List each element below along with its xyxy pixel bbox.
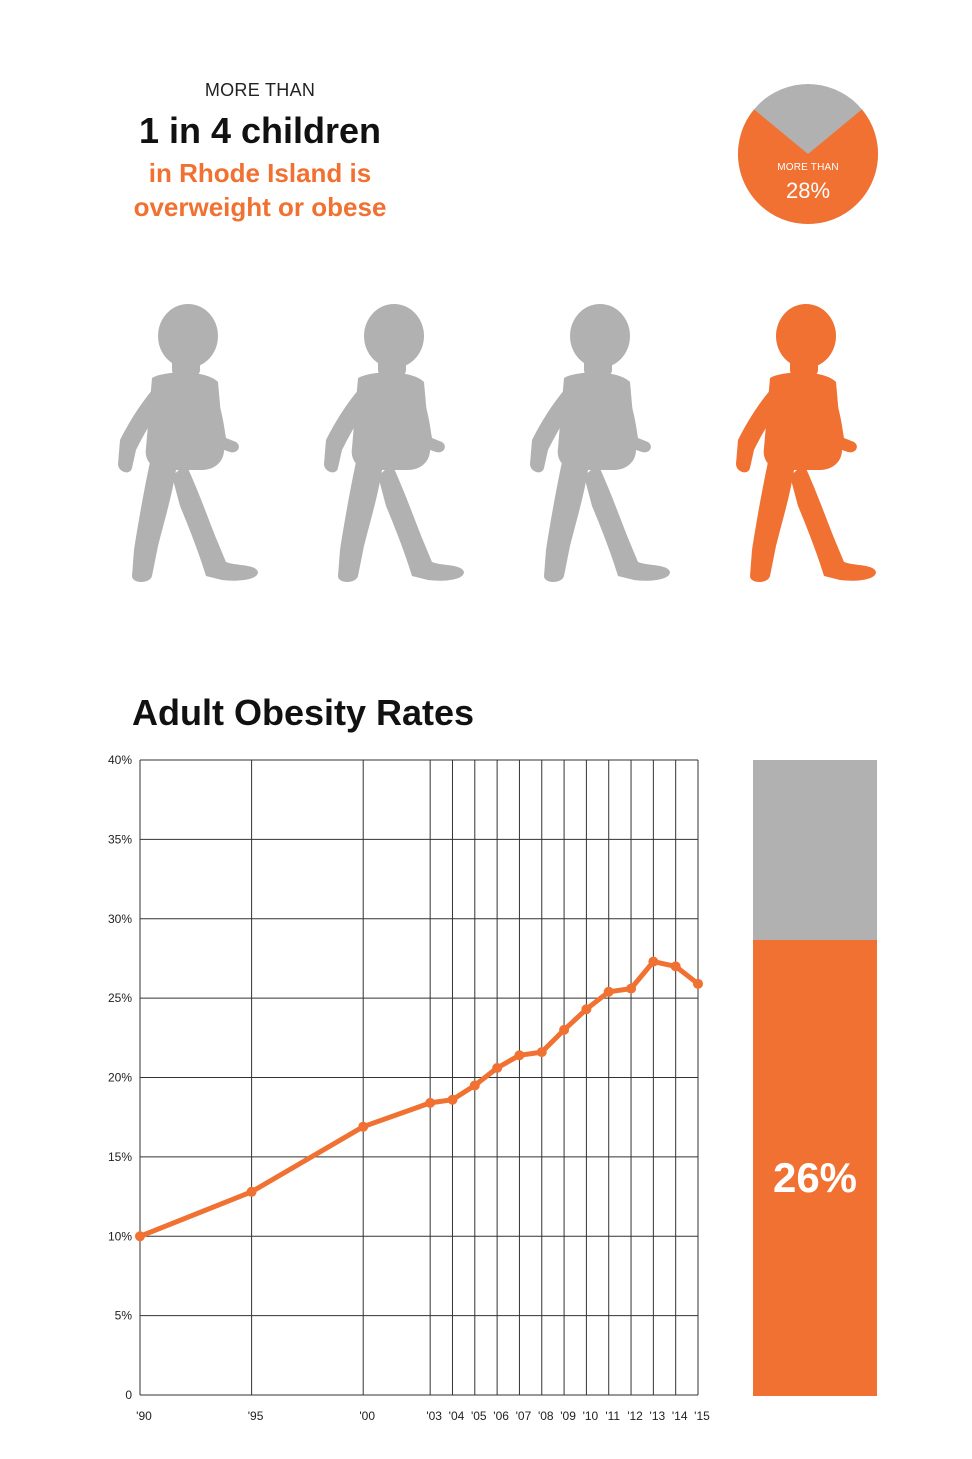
more-than-label: MORE THAN bbox=[204, 80, 316, 100]
series-line bbox=[139, 959, 700, 1239]
pie-chart: MORE THAN 28% bbox=[737, 83, 879, 225]
data-point bbox=[536, 1047, 547, 1058]
x-tick-label: '15 bbox=[694, 1409, 710, 1423]
data-point bbox=[492, 1062, 503, 1073]
x-tick-label: '04 bbox=[449, 1409, 465, 1423]
x-tick-label: '14 bbox=[672, 1409, 688, 1423]
data-point bbox=[693, 978, 703, 989]
data-point bbox=[469, 1080, 480, 1091]
y-tick-label: 35% bbox=[108, 832, 132, 846]
x-tick-label: '10 bbox=[583, 1409, 599, 1423]
x-tick-label: '06 bbox=[493, 1409, 509, 1423]
y-tick-label: 5% bbox=[115, 1309, 133, 1323]
y-tick-label: 20% bbox=[108, 1071, 132, 1085]
x-tick-label: '08 bbox=[538, 1409, 554, 1423]
line-chart: 0 5% 10% 15% 20% 25% 30% 35% 40% '90 '95 '00 '03 '04… bbox=[108, 753, 710, 1423]
data-point bbox=[135, 1231, 145, 1242]
subheadline: in Rhode Island is overweight or obese bbox=[100, 156, 420, 224]
y-tick-label: 0 bbox=[125, 1388, 132, 1402]
bar-remainder bbox=[753, 760, 877, 940]
x-axis-ticks: '90 '95 '00 '03 '04 '05 '06 '07 '08 '09 '10 '11 '12 '… bbox=[136, 1409, 710, 1423]
y-axis-ticks: 0 5% 10% 15% 20% 25% 30% 35% 40% bbox=[108, 753, 132, 1402]
data-point bbox=[581, 1004, 592, 1015]
y-tick-label: 40% bbox=[108, 753, 132, 767]
child-icon bbox=[118, 304, 258, 582]
pie-label-value: 28% bbox=[785, 178, 831, 203]
x-tick-label: '05 bbox=[471, 1409, 487, 1423]
child-icons-row bbox=[110, 300, 890, 600]
y-tick-label: 15% bbox=[108, 1150, 132, 1164]
headline: 1 in 4 children bbox=[138, 110, 382, 151]
horizontal-gridlines bbox=[140, 759, 698, 1396]
pie-slice-highlight bbox=[738, 109, 878, 224]
x-tick-label: '09 bbox=[560, 1409, 576, 1423]
bar-value-label: 26% bbox=[772, 1154, 858, 1201]
data-point bbox=[648, 956, 659, 967]
chart-title: Adult Obesity Rates bbox=[132, 692, 475, 733]
data-point bbox=[603, 986, 614, 997]
y-tick-label: 25% bbox=[108, 991, 132, 1005]
data-point bbox=[514, 1050, 525, 1061]
data-point bbox=[425, 1097, 436, 1108]
subheadline-line-1: in Rhode Island is bbox=[148, 158, 372, 188]
child-icon-highlighted bbox=[736, 304, 876, 582]
x-tick-label: '90 bbox=[136, 1409, 152, 1423]
data-point bbox=[358, 1121, 369, 1132]
x-tick-label: '11 bbox=[605, 1409, 620, 1423]
x-tick-label: '12 bbox=[627, 1409, 643, 1423]
x-tick-label: '00 bbox=[359, 1409, 375, 1423]
bar-fill bbox=[753, 940, 877, 1396]
vertical-gridlines bbox=[139, 760, 699, 1395]
y-tick-label: 30% bbox=[108, 912, 132, 926]
child-icon bbox=[530, 304, 670, 582]
data-point bbox=[559, 1024, 570, 1035]
y-tick-label: 10% bbox=[108, 1229, 132, 1243]
data-point bbox=[447, 1094, 458, 1105]
x-tick-label: '07 bbox=[516, 1409, 532, 1423]
series-points bbox=[135, 956, 703, 1242]
obesity-level-bar: 26% bbox=[753, 760, 877, 1396]
x-tick-label: '13 bbox=[650, 1409, 666, 1423]
data-point bbox=[626, 983, 637, 994]
x-tick-label: '95 bbox=[248, 1409, 264, 1423]
data-point bbox=[670, 961, 681, 972]
pie-chart-svg bbox=[738, 84, 878, 224]
x-tick-label: '03 bbox=[426, 1409, 442, 1423]
data-point bbox=[246, 1186, 257, 1197]
child-icon bbox=[324, 304, 464, 582]
subheadline-line-2: overweight or obese bbox=[133, 192, 387, 222]
pie-label-small: MORE THAN bbox=[777, 162, 839, 173]
